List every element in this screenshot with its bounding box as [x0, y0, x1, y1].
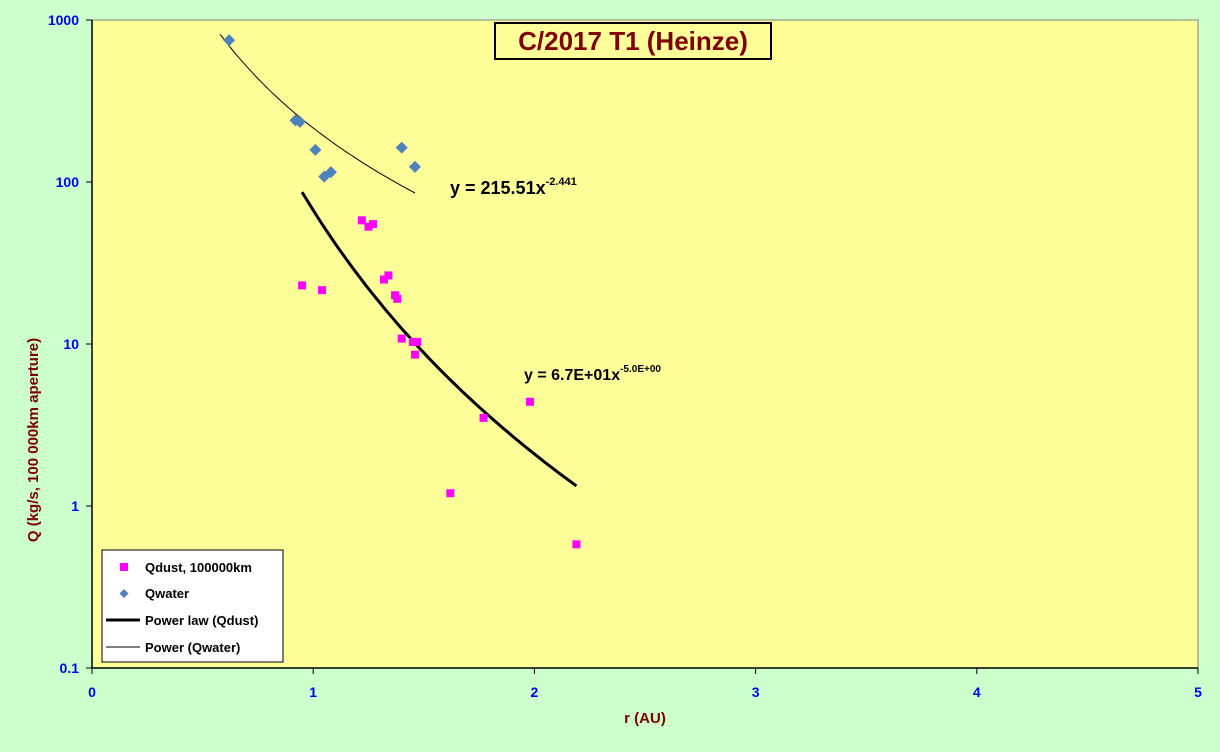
qwater-point [309, 143, 322, 156]
legend-water-marker [119, 589, 129, 598]
axis-ticks: 0 1 2 3 4 5 0.1 1 10 100 1000 [48, 12, 1202, 700]
legend-water-fit-label: Power (Qwater) [145, 640, 240, 655]
y-tick-label: 1 [71, 498, 79, 514]
legend-water-label: Qwater [145, 586, 189, 601]
x-tick-label: 1 [309, 684, 317, 700]
qdust-point [368, 220, 377, 229]
y-tick-label: 1000 [48, 12, 79, 28]
qdust-point [446, 489, 455, 498]
legend: Qdust, 100000km Qwater Power law (Qdust)… [101, 549, 284, 663]
legend-box [101, 549, 284, 663]
legend-dust-fit-label: Power law (Qdust) [145, 613, 258, 628]
x-tick-label: 2 [531, 684, 539, 700]
data-markers [223, 34, 581, 549]
qdust-point [318, 286, 327, 295]
dust-fit-equation-exponent: -5.0E+00 [620, 364, 661, 375]
x-axis-title: r (AU) [624, 710, 666, 727]
x-tick-label: 4 [973, 684, 981, 700]
qwater-point [324, 166, 337, 179]
qwater-point [223, 34, 236, 47]
water-fit-line [219, 34, 416, 194]
qdust-point [379, 275, 388, 284]
water-fit-equation-base: y = 215.51x [450, 178, 546, 198]
dust-fit-equation-base: y = 6.7E+01x [524, 367, 620, 384]
water-fit-equation: y = 215.51x-2.441 [450, 176, 577, 198]
x-tick-label: 3 [752, 684, 760, 700]
y-axis-title: Q (kg/s, 100 000km aperture) [25, 338, 42, 542]
y-tick-label: 10 [63, 336, 79, 352]
x-tick-label: 5 [1194, 684, 1202, 700]
qdust-point [384, 271, 393, 280]
qdust-point [525, 397, 534, 406]
trend-lines [219, 34, 578, 488]
chart-title: C/2017 T1 (Heinze) [494, 22, 772, 60]
y-tick-label: 0.1 [60, 660, 80, 676]
y-tick-label: 100 [56, 174, 80, 190]
qdust-point [410, 350, 419, 359]
x-tick-label: 0 [88, 684, 96, 700]
qdust-point [357, 216, 366, 225]
qdust-point [413, 337, 422, 346]
water-fit-equation-exponent: -2.441 [546, 176, 577, 188]
legend-dust-marker [120, 563, 128, 571]
qdust-point [397, 334, 406, 343]
qwater-point [293, 115, 306, 128]
qdust-point [408, 337, 417, 346]
qwater-point [408, 160, 421, 173]
dust-fit-equation: y = 6.7E+01x-5.0E+00 [524, 364, 661, 384]
dust-fit-line [300, 191, 578, 488]
qwater-point [395, 141, 408, 154]
qdust-point [364, 222, 373, 231]
qdust-point [479, 413, 488, 422]
qdust-point [393, 294, 402, 303]
qdust-point [298, 281, 307, 290]
qdust-point [572, 540, 581, 549]
legend-dust-label: Qdust, 100000km [145, 560, 252, 575]
